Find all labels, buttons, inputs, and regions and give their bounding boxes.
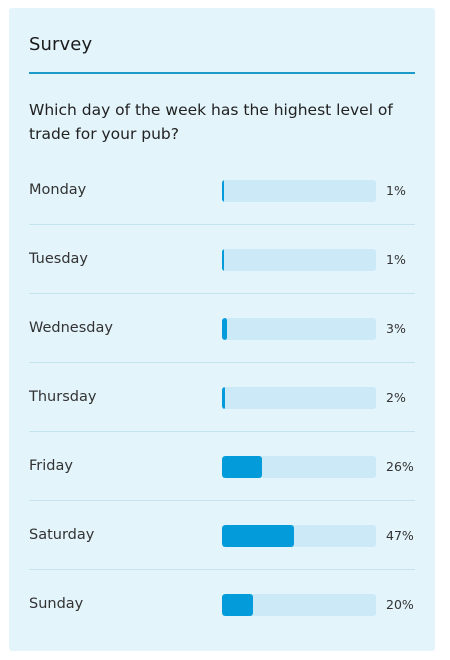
result-bar-track [222,456,376,478]
result-bar-fill [222,456,263,478]
result-percent: 20% [386,597,414,612]
result-bar-fill [222,180,224,202]
option-label: Thursday [29,389,97,405]
result-row-saturday: Saturday 47% [29,501,415,570]
result-percent: 3% [386,321,406,336]
result-bar-fill [222,249,224,271]
result-percent: 26% [386,459,414,474]
result-row-sunday: Sunday 20% [29,570,415,639]
survey-card: Survey Which day of the week has the hig… [9,8,435,651]
result-bar-track [222,249,376,271]
result-bar-track [222,594,376,616]
survey-question: Which day of the week has the highest le… [29,101,393,143]
result-percent: 1% [386,252,406,267]
option-label: Saturday [29,527,95,543]
result-row-tuesday: Tuesday 1% [29,225,415,294]
result-percent: 1% [386,183,406,198]
option-label: Tuesday [29,251,88,267]
result-bar-fill [222,525,295,547]
results-list: Monday 1% Tuesday 1% Wednesday 3% Thursd… [29,156,415,639]
option-label: Friday [29,458,73,474]
result-row-friday: Friday 26% [29,432,415,501]
option-label: Wednesday [29,320,113,336]
result-bar-fill [222,387,226,409]
result-bar-fill [222,594,253,616]
result-bar-track [222,525,376,547]
result-bar-fill [222,318,227,340]
result-row-monday: Monday 1% [29,156,415,225]
option-label: Sunday [29,596,84,612]
result-row-thursday: Thursday 2% [29,363,415,432]
result-row-wednesday: Wednesday 3% [29,294,415,363]
result-percent: 47% [386,528,414,543]
option-label: Monday [29,182,87,198]
title-divider [29,72,415,74]
result-percent: 2% [386,390,406,405]
result-bar-track [222,387,376,409]
result-bar-track [222,318,376,340]
result-bar-track [222,180,376,202]
survey-title: Survey [29,34,93,55]
